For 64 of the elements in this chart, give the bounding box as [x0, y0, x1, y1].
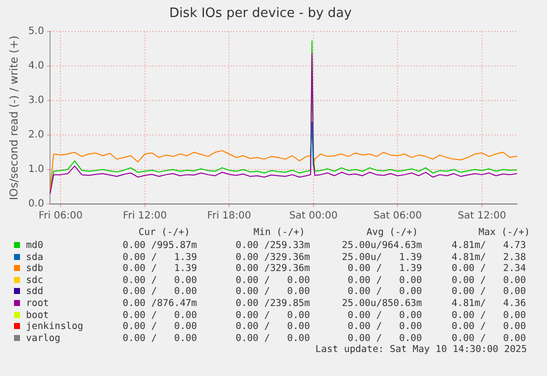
text: 0.00 / 0.00: [234, 310, 310, 321]
text: 4.81m/ 4.73: [450, 240, 526, 251]
text: 0.00 / 0.00: [122, 274, 197, 286]
text: 0.00 / 0.00: [346, 332, 422, 344]
x-tick-label: Sat 06:00: [373, 210, 422, 222]
text: 0.00 / 1.39: [122, 263, 197, 274]
text: 0.00 /995.87m: [122, 240, 197, 251]
text: 0.00 /259.33m: [234, 240, 310, 251]
chart-title: Disk IOs per device - by day: [169, 6, 352, 22]
text: 0.00 / 0.00: [234, 332, 310, 344]
y-tick-label: 3.0: [28, 95, 44, 106]
text: 0.00 / 1.39: [122, 252, 197, 263]
text: 0.00 / 0.00: [346, 274, 422, 286]
text: 0.00 / 0.00: [234, 274, 310, 286]
text: 0.00 / 0.00: [450, 286, 526, 298]
text: 0.00 / 0.00: [450, 274, 526, 286]
text: 4.81m/ 4.36: [450, 298, 526, 309]
legend-label: varlog: [26, 332, 60, 344]
text: 0.00 / 0.00: [346, 286, 422, 298]
x-tick-label: Sat 12:00: [458, 210, 506, 222]
text: Min (-/+): [252, 227, 305, 238]
text: Last update: Sat May 10 14:30:00 2025: [315, 344, 527, 356]
text: Avg (-/+): [366, 227, 418, 238]
text: 0.00 / 0.00: [122, 310, 197, 321]
y-tick-label: 1.0: [28, 164, 44, 176]
text: 0.00 / 0.00: [450, 321, 526, 332]
text: 25.00u/850.63m: [340, 298, 422, 309]
text: 0.00 /239.85m: [234, 298, 310, 309]
text: 25.00u/ 1.39: [340, 252, 422, 263]
text: Max (-/+): [478, 227, 530, 238]
text: 0.00 / 0.00: [122, 286, 197, 298]
y-axis-title: IOs/second read (-) / write (+): [7, 36, 20, 200]
text: 25.00u/964.63m: [340, 240, 422, 251]
text: 0.00 /329.36m: [234, 263, 310, 274]
legend-label: sdc: [26, 274, 44, 286]
text: 0.00 / 0.00: [346, 310, 422, 321]
y-tick-label: 5.0: [28, 26, 44, 38]
text: 0.00 / 0.00: [122, 321, 197, 332]
y-tick-label: 2.0: [28, 130, 44, 141]
x-tick-label: Fri 12:00: [122, 210, 167, 222]
legend-label: jenkinslog: [26, 321, 84, 332]
text: 0.00 / 0.00: [122, 332, 197, 344]
y-tick-label: 4.0: [28, 60, 44, 72]
x-tick-label: Sat 00:00: [289, 210, 338, 222]
legend-label: sda: [26, 252, 44, 263]
legend-label: md0: [26, 240, 44, 251]
legend-label: boot: [26, 310, 49, 321]
legend-label: root: [26, 298, 49, 309]
text: 0.00 / 1.39: [346, 263, 422, 274]
text: 0.00 /876.47m: [122, 298, 197, 309]
legend-label: sdd: [26, 286, 44, 298]
y-tick-label: 0.0: [28, 198, 44, 210]
text: 0.00 / 0.00: [346, 321, 422, 332]
text: Cur (-/+): [138, 227, 190, 238]
x-tick-label: Fri 06:00: [38, 210, 83, 222]
text: 0.00 / 0.00: [450, 332, 526, 344]
text: 0.00 / 0.00: [450, 310, 526, 321]
text: 0.00 /329.36m: [234, 252, 310, 263]
text: 0.00 / 0.00: [234, 321, 310, 332]
legend-label: sdb: [26, 263, 44, 274]
text: 4.81m/ 2.38: [450, 252, 526, 263]
x-tick-label: Fri 18:00: [207, 210, 252, 222]
text: 0.00 / 0.00: [234, 286, 310, 298]
text: 0.00 / 2.34: [450, 263, 526, 274]
